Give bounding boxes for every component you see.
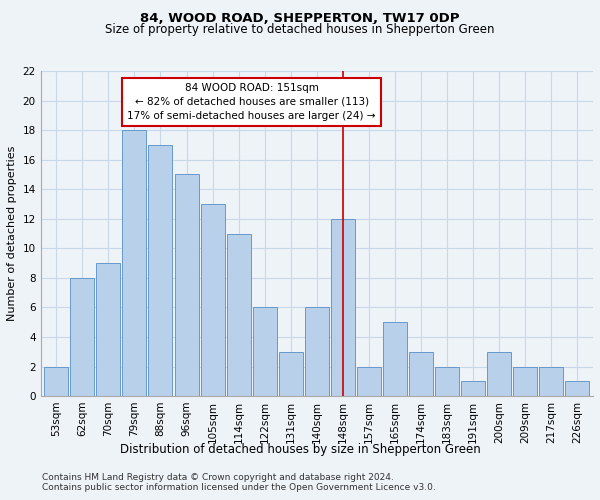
- Bar: [97, 263, 121, 396]
- Bar: [70, 278, 94, 396]
- Text: Contains HM Land Registry data © Crown copyright and database right 2024.: Contains HM Land Registry data © Crown c…: [42, 472, 394, 482]
- Bar: [565, 382, 589, 396]
- Bar: [357, 366, 381, 396]
- Bar: [514, 366, 537, 396]
- Bar: [227, 234, 251, 396]
- Bar: [175, 174, 199, 396]
- Text: Distribution of detached houses by size in Shepperton Green: Distribution of detached houses by size …: [119, 442, 481, 456]
- Bar: [461, 382, 485, 396]
- Bar: [331, 218, 355, 396]
- Bar: [383, 322, 407, 396]
- Bar: [487, 352, 511, 396]
- Bar: [122, 130, 146, 396]
- Text: Contains public sector information licensed under the Open Government Licence v3: Contains public sector information licen…: [42, 482, 436, 492]
- Bar: [44, 366, 68, 396]
- Bar: [253, 308, 277, 396]
- Bar: [409, 352, 433, 396]
- Bar: [435, 366, 459, 396]
- Bar: [200, 204, 224, 396]
- Bar: [279, 352, 303, 396]
- Text: 84 WOOD ROAD: 151sqm
← 82% of detached houses are smaller (113)
17% of semi-deta: 84 WOOD ROAD: 151sqm ← 82% of detached h…: [127, 83, 376, 121]
- Bar: [148, 145, 172, 396]
- Text: 84, WOOD ROAD, SHEPPERTON, TW17 0DP: 84, WOOD ROAD, SHEPPERTON, TW17 0DP: [140, 12, 460, 26]
- Text: Size of property relative to detached houses in Shepperton Green: Size of property relative to detached ho…: [105, 24, 495, 36]
- Bar: [539, 366, 563, 396]
- Y-axis label: Number of detached properties: Number of detached properties: [7, 146, 17, 321]
- Bar: [305, 308, 329, 396]
